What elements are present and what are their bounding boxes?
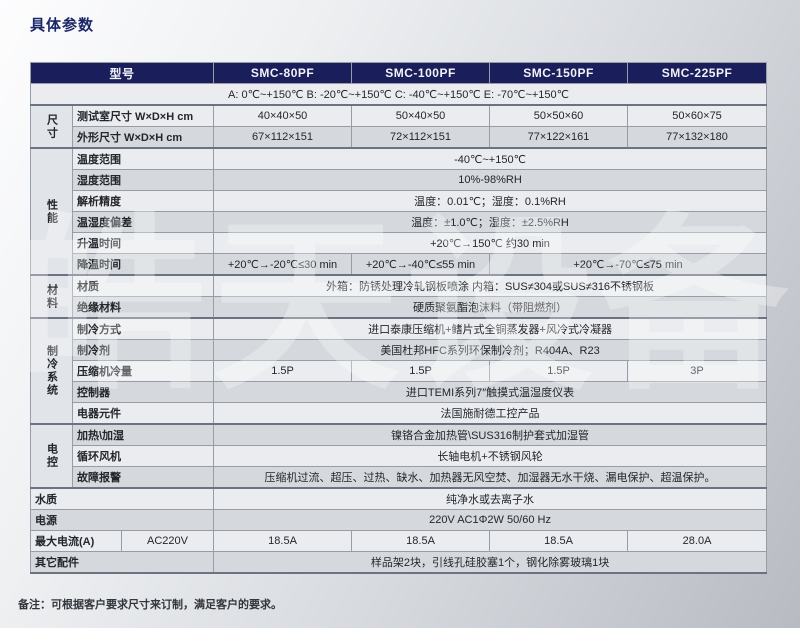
row-value: 样品架2块，引线孔硅胶塞1个，钢化除雾玻璃1块 <box>213 551 768 574</box>
row-label: 压缩机冷量 <box>71 360 215 382</box>
row-label: 控制器 <box>71 381 215 403</box>
row-value: 1.5P <box>489 360 629 382</box>
row-label: 电器元件 <box>71 402 215 425</box>
table-row: 性能 温度范围 -40℃~+150℃ <box>30 147 768 276</box>
row-value: 3P <box>627 360 768 382</box>
row-value: 77×122×161 <box>489 126 629 149</box>
row-label: 升温时间 <box>71 232 215 254</box>
row-value: +20℃→-70℃≤75 min <box>489 253 768 276</box>
table-row: 控制器 进口TEMI系列7″触摸式温湿度仪表 <box>30 381 768 403</box>
row-value: 220V AC1Φ2W 50/60 Hz <box>213 509 768 531</box>
row-label: 解析精度 <box>71 190 215 212</box>
row-value: 压缩机过流、超压、过热、缺水、加热器无风空焚、加湿器无水干烧、漏电保护、超温保护… <box>213 466 768 489</box>
row-label: 制冷剂 <box>71 339 215 361</box>
table-row: 制冷剂 美国杜邦HFC系列环保制冷剂；R404A、R23 <box>30 339 768 361</box>
page-title: 具体参数 <box>30 17 95 34</box>
row-value: 18.5A <box>489 530 629 552</box>
group-label-dimensions: 尺寸 <box>30 104 73 149</box>
row-value: +20℃→-20℃≤30 min <box>213 253 353 276</box>
table-row: 降温时间 +20℃→-20℃≤30 min +20℃→-40℃≤55 min +… <box>30 253 768 276</box>
header-row: 型号 SMC-80PF SMC-100PF SMC-150PF SMC-225P… <box>29 62 768 84</box>
table-row: 解析精度 温度：0.01℃；湿度：0.1%RH <box>30 190 768 212</box>
table-row: 电器元件 法国施耐德工控产品 <box>30 402 768 425</box>
row-value: 镍铬合金加热管\SUS316制护套式加湿管 <box>213 423 768 446</box>
group-label-materials: 材料 <box>30 274 73 319</box>
row-label: 测试室尺寸 W×D×H cm <box>71 104 215 127</box>
row-value: 18.5A <box>213 530 353 552</box>
row-value: 50×40×50 <box>351 104 491 127</box>
table-row: 水质 纯净水或去离子水 <box>29 487 768 510</box>
row-sublabel: AC220V <box>120 530 215 552</box>
table-row: 最大电流(A) AC220V 18.5A 18.5A 18.5A 28.0A <box>30 530 768 552</box>
row-label: 故障报警 <box>71 466 215 489</box>
table-row: 外形尺寸 W×D×H cm 67×112×151 72×112×151 77×1… <box>30 126 768 149</box>
table-row: 温湿度偏差 温度：±1.0℃；湿度：±2.5%RH <box>30 211 768 233</box>
table-row: 循环风机 长轴电机+不锈钢风轮 <box>30 445 768 467</box>
row-value: 长轴电机+不锈钢风轮 <box>213 445 768 467</box>
temp-class-row: A: 0℃~+150℃ B: -20℃~+150℃ C: -40℃~+150℃ … <box>29 83 768 106</box>
model-header-smc150: SMC-150PF <box>489 62 629 84</box>
row-value: 1.5P <box>351 360 491 382</box>
row-value: 10%-98%RH <box>213 169 768 191</box>
row-value: +20℃→150℃ 约30 min <box>213 232 768 254</box>
row-value: 温度：0.01℃；湿度：0.1%RH <box>213 190 768 212</box>
row-label: 水质 <box>29 487 215 510</box>
row-value: 72×112×151 <box>351 126 491 149</box>
row-value: 1.5P <box>213 360 353 382</box>
row-label: 加热\加湿 <box>71 423 215 446</box>
group-label-performance: 性能 <box>30 147 73 276</box>
row-value: 67×112×151 <box>213 126 353 149</box>
table-row: 湿度范围 10%-98%RH <box>30 169 768 191</box>
row-value: 进口泰康压缩机+鳍片式全铜蒸发器+风冷式冷凝器 <box>213 317 768 340</box>
table-row: 电控 加热\加湿 镍铬合金加热管\SUS316制护套式加湿管 <box>30 423 768 489</box>
row-label: 温度范围 <box>71 147 215 170</box>
row-value: 硬质聚氨酯泡沫料（带阻燃剂） <box>213 296 768 319</box>
table-row: 电源 220V AC1Φ2W 50/60 Hz <box>29 509 768 531</box>
table-row: 故障报警 压缩机过流、超压、过热、缺水、加热器无风空焚、加湿器无水干烧、漏电保护… <box>30 466 768 489</box>
table-row: 升温时间 +20℃→150℃ 约30 min <box>30 232 768 254</box>
model-header-smc100: SMC-100PF <box>351 62 491 84</box>
row-label: 最大电流(A) <box>30 530 122 552</box>
row-value: 法国施耐德工控产品 <box>213 402 768 425</box>
row-value: 28.0A <box>627 530 768 552</box>
row-value: 温度：±1.0℃；湿度：±2.5%RH <box>213 211 768 233</box>
temp-class-value: A: 0℃~+150℃ B: -20℃~+150℃ C: -40℃~+150℃ … <box>29 83 768 106</box>
row-value: 77×132×180 <box>627 126 768 149</box>
table-row: 压缩机冷量 1.5P 1.5P 1.5P 3P <box>30 360 768 382</box>
table-row: 尺寸 测试室尺寸 W×D×H cm 40×40×50 50×40×50 50×5… <box>30 104 768 149</box>
group-label-refrigeration: 制冷系统 <box>30 317 73 425</box>
row-label: 外形尺寸 W×D×H cm <box>71 126 215 149</box>
row-label: 绝缘材料 <box>71 296 215 319</box>
row-value: +20℃→-40℃≤55 min <box>351 253 491 276</box>
table-row: 绝缘材料 硬质聚氨酯泡沫料（带阻燃剂） <box>30 296 768 319</box>
table-row: 材料 材质 外箱：防锈处理冷轧钢板喷涂 内箱：SUS≠304或SUS≠316不锈… <box>30 274 768 319</box>
row-label: 制冷方式 <box>71 317 215 340</box>
footnote: 备注：可根据客户要求尺寸来订制，满足客户的要求。 <box>18 599 282 611</box>
model-header-smc80: SMC-80PF <box>213 62 353 84</box>
group-label-electrical: 电控 <box>30 423 73 489</box>
model-header-smc225: SMC-225PF <box>627 62 768 84</box>
row-label: 电源 <box>29 509 215 531</box>
row-label: 循环风机 <box>71 445 215 467</box>
row-value: 40×40×50 <box>213 104 353 127</box>
row-value: 美国杜邦HFC系列环保制冷剂；R404A、R23 <box>213 339 768 361</box>
row-label: 其它配件 <box>29 551 215 574</box>
table-row: 其它配件 样品架2块，引线孔硅胶塞1个，钢化除雾玻璃1块 <box>29 551 768 574</box>
table-row: 制冷系统 制冷方式 进口泰康压缩机+鳍片式全铜蒸发器+风冷式冷凝器 <box>30 317 768 425</box>
row-value: 外箱：防锈处理冷轧钢板喷涂 内箱：SUS≠304或SUS≠316不锈钢板 <box>213 274 768 297</box>
row-value: 进口TEMI系列7″触摸式温湿度仪表 <box>213 381 768 403</box>
row-label: 湿度范围 <box>71 169 215 191</box>
model-header-label: 型号 <box>29 62 215 84</box>
row-value: 50×50×60 <box>489 104 629 127</box>
row-label: 降温时间 <box>71 253 215 276</box>
row-value: 纯净水或去离子水 <box>213 487 768 510</box>
row-value: 50×60×75 <box>627 104 768 127</box>
row-label: 材质 <box>71 274 215 297</box>
row-value: 18.5A <box>351 530 491 552</box>
row-label: 温湿度偏差 <box>71 211 215 233</box>
row-value: -40℃~+150℃ <box>213 147 768 170</box>
spec-table: 型号 SMC-80PF SMC-100PF SMC-150PF SMC-225P… <box>29 62 768 574</box>
